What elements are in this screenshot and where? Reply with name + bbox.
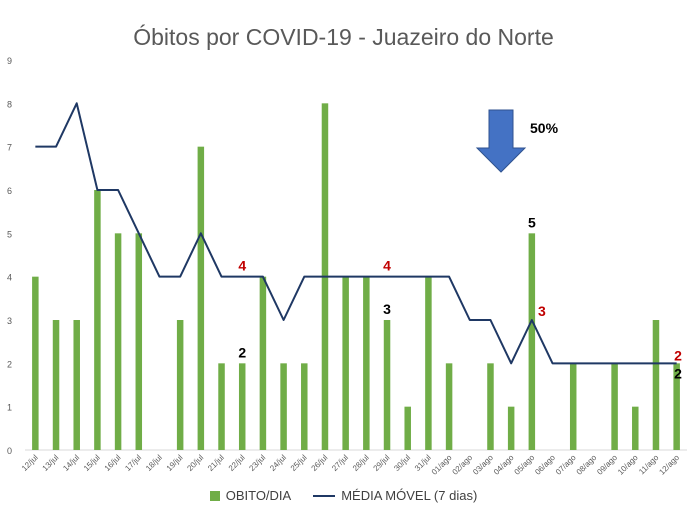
y-tick-label-4: 4 bbox=[7, 273, 12, 283]
bar-2 bbox=[73, 320, 80, 450]
bar-15 bbox=[342, 276, 349, 450]
bar-28 bbox=[611, 363, 618, 450]
annotation-7: 2 bbox=[674, 365, 682, 381]
bar-9 bbox=[218, 363, 225, 450]
x-tick-label-31: 12/ago bbox=[657, 453, 681, 477]
x-tick-label-9: 21/jul bbox=[206, 453, 226, 473]
bar-12 bbox=[280, 363, 287, 450]
bar-23 bbox=[507, 406, 515, 450]
line-media-movel bbox=[35, 102, 677, 365]
x-tick-label-5: 17/jul bbox=[123, 453, 143, 473]
x-tick-label-1: 13/jul bbox=[41, 453, 61, 473]
y-tick-label-8: 8 bbox=[7, 99, 12, 109]
bar-19 bbox=[425, 276, 432, 450]
bar-3 bbox=[94, 190, 101, 450]
y-tick-label-0: 0 bbox=[7, 446, 12, 456]
bar-4 bbox=[114, 233, 122, 450]
x-tick-label-28: 09/ago bbox=[595, 453, 619, 477]
y-tick-label-2: 2 bbox=[7, 359, 12, 369]
bar-1 bbox=[52, 320, 60, 450]
bar-24 bbox=[528, 233, 536, 450]
annotation-2: 4 bbox=[383, 258, 391, 274]
bar-22 bbox=[487, 363, 494, 450]
y-tick-label-1: 1 bbox=[7, 403, 12, 413]
bar-8 bbox=[197, 146, 205, 450]
bar-16 bbox=[363, 276, 370, 450]
x-tick-label-6: 18/jul bbox=[144, 453, 164, 473]
x-tick-label-10: 22/jul bbox=[227, 453, 247, 473]
bar-30 bbox=[652, 320, 660, 450]
bar-7 bbox=[176, 320, 184, 450]
annotation-4: 5 bbox=[528, 214, 536, 230]
x-tick-label-30: 11/ago bbox=[637, 453, 661, 477]
x-tick-label-14: 26/jul bbox=[309, 453, 329, 473]
x-tick-label-15: 27/jul bbox=[330, 453, 350, 473]
x-tick-label-29: 10/ago bbox=[616, 453, 640, 477]
bar-5 bbox=[135, 233, 143, 450]
x-tick-label-21: 02/ago bbox=[451, 453, 475, 477]
annotation-0: 4 bbox=[238, 258, 246, 274]
x-tick-label-20: 01/ago bbox=[430, 453, 454, 477]
y-tick-label-3: 3 bbox=[7, 316, 12, 326]
bar-11 bbox=[259, 276, 267, 450]
y-tick-label-6: 6 bbox=[7, 186, 12, 196]
x-tick-label-23: 04/ago bbox=[492, 453, 516, 477]
legend-label-obito: OBITO/DIA bbox=[225, 488, 292, 503]
legend-swatch-line bbox=[313, 494, 336, 497]
x-tick-label-22: 03/ago bbox=[471, 453, 495, 477]
legend-item-media: MÉDIA MÓVEL (7 dias) bbox=[313, 488, 477, 503]
x-tick-label-0: 12/jul bbox=[20, 453, 40, 473]
legend-label-media: MÉDIA MÓVEL (7 dias) bbox=[341, 488, 478, 503]
x-tick-label-8: 20/jul bbox=[185, 453, 205, 473]
bar-0 bbox=[32, 276, 39, 450]
bar-26 bbox=[569, 363, 577, 450]
chart-title: Óbitos por COVID-19 - Juazeiro do Norte bbox=[133, 24, 554, 50]
x-tick-label-4: 16/jul bbox=[103, 453, 123, 473]
x-tick-label-17: 29/jul bbox=[372, 453, 392, 473]
x-tick-label-12: 24/jul bbox=[268, 453, 288, 473]
bar-18 bbox=[404, 406, 411, 450]
annotation-6: 2 bbox=[674, 347, 682, 363]
legend-item-obito: OBITO/DIA bbox=[209, 488, 292, 503]
legend: OBITO/DIA MÉDIA MÓVEL (7 dias) bbox=[0, 488, 687, 503]
x-tick-label-24: 05/ago bbox=[513, 453, 537, 477]
legend-swatch-bar bbox=[209, 490, 220, 501]
bar-31 bbox=[673, 363, 680, 450]
x-tick-label-26: 07/ago bbox=[554, 453, 578, 477]
x-tick-label-18: 30/jul bbox=[392, 453, 412, 473]
annotation-1: 2 bbox=[238, 344, 246, 360]
annotation-5: 3 bbox=[538, 303, 546, 319]
bar-13 bbox=[301, 363, 308, 450]
arrow-down-icon bbox=[475, 109, 527, 173]
annotation-3: 3 bbox=[383, 301, 391, 317]
bar-29 bbox=[632, 406, 639, 450]
x-tick-label-7: 19/jul bbox=[165, 453, 185, 473]
callout-label: 50% bbox=[530, 120, 559, 136]
y-tick-label-5: 5 bbox=[7, 229, 12, 239]
bar-20 bbox=[445, 363, 453, 450]
x-tick-label-25: 06/ago bbox=[533, 453, 557, 477]
x-tick-label-2: 14/jul bbox=[61, 453, 81, 473]
y-tick-label-9: 9 bbox=[7, 56, 12, 66]
y-tick-label-7: 7 bbox=[7, 143, 12, 153]
bar-10 bbox=[238, 363, 246, 450]
x-tick-label-16: 28/jul bbox=[351, 453, 371, 473]
x-tick-label-27: 08/ago bbox=[575, 453, 599, 477]
x-tick-label-13: 25/jul bbox=[289, 453, 309, 473]
x-tick-label-11: 23/jul bbox=[247, 453, 267, 473]
bar-17 bbox=[383, 320, 391, 450]
x-tick-label-3: 15/jul bbox=[82, 453, 102, 473]
